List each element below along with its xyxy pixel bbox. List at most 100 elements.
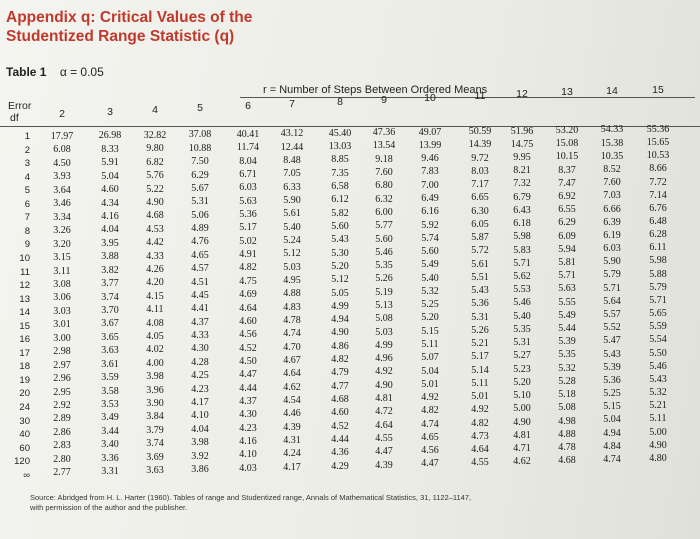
- table-cell: 4.62: [283, 381, 301, 393]
- table-cell: 4.72: [375, 406, 393, 418]
- table-cell: 4.94: [603, 427, 621, 439]
- table-cell: 4.82: [471, 417, 489, 429]
- table-cell: 4.69: [239, 289, 257, 301]
- table-cell: 7.05: [283, 168, 301, 180]
- table-cell: 2.95: [53, 386, 71, 398]
- table-cell: 5.59: [649, 321, 667, 333]
- table-cell: 4.91: [239, 249, 257, 261]
- table-cell: 6.76: [649, 202, 667, 214]
- row-df: 24: [19, 402, 30, 413]
- table-cell: 5.60: [421, 246, 439, 258]
- table-cell: 4.62: [513, 456, 531, 468]
- row-df: 17: [19, 347, 30, 359]
- table-cell: 8.33: [101, 143, 119, 155]
- table-cell: 4.05: [146, 330, 164, 342]
- table-cell: 3.53: [101, 399, 119, 410]
- table-number: Table 1: [6, 65, 47, 79]
- table-cell: 4.90: [513, 416, 531, 428]
- table-cell: 5.20: [421, 312, 439, 324]
- table-cell: 15.08: [555, 138, 579, 150]
- table-cell: 4.55: [471, 457, 489, 469]
- table-cell: 4.98: [558, 415, 576, 427]
- table-cell: 4.17: [283, 461, 301, 473]
- table-cell: 4.84: [603, 440, 621, 452]
- table-cell: 4.39: [283, 421, 301, 433]
- table-cell: 5.67: [191, 182, 209, 194]
- steps-header: r = Number of Steps Between Ordered Mean…: [263, 84, 488, 96]
- table-cell: 5.91: [101, 157, 119, 169]
- table-cell: 5.51: [471, 271, 489, 283]
- table-cell: 5.82: [331, 207, 349, 219]
- table-cell: 4.60: [101, 184, 119, 196]
- column-header: 12: [516, 88, 528, 100]
- table-cell: 4.86: [331, 340, 349, 352]
- table-cell: 5.04: [421, 365, 439, 377]
- table-cell: 5.72: [471, 245, 489, 257]
- table-cell: 4.29: [331, 460, 349, 472]
- table-cell: 5.50: [649, 347, 667, 359]
- title-line-1: Appendix q: Critical Values of the: [6, 9, 253, 26]
- table-cell: 6.92: [558, 190, 576, 202]
- table-cell: 8.52: [603, 163, 621, 175]
- table-cell: 6.29: [558, 217, 576, 229]
- column-header: 15: [652, 84, 664, 96]
- df-label: df: [10, 112, 19, 124]
- table-cell: 43.12: [280, 128, 304, 140]
- table-cell: 3.06: [53, 292, 71, 304]
- table-cell: 5.40: [421, 272, 439, 284]
- row-df: 18: [19, 361, 30, 373]
- table-cell: 4.33: [146, 250, 164, 262]
- row-df: 3: [24, 158, 30, 170]
- table-cell: 4.26: [146, 263, 164, 275]
- table-cell: 4.92: [421, 392, 439, 404]
- table-cell: 5.27: [513, 350, 531, 362]
- row-df: 30: [19, 415, 30, 427]
- table-cell: 8.37: [558, 164, 576, 176]
- column-header: 13: [561, 86, 573, 98]
- table-cell: 5.00: [513, 403, 531, 415]
- row-df: 12: [19, 280, 30, 292]
- table-cell: 4.25: [191, 370, 209, 382]
- table-cell: 8.48: [283, 154, 301, 166]
- table-cell: 6.55: [558, 204, 576, 216]
- table-cell: 2.83: [53, 440, 71, 452]
- table-cell: 5.04: [603, 414, 621, 426]
- table-cell: 5.98: [649, 255, 667, 267]
- table-cell: 3.90: [146, 398, 164, 410]
- table-cell: 40.41: [236, 128, 260, 140]
- table-cell: 5.63: [558, 283, 576, 295]
- table-cell: 5.24: [283, 234, 301, 246]
- table-cell: 14.75: [510, 138, 534, 150]
- table-cell: 5.15: [603, 401, 621, 413]
- table-cell: 4.80: [649, 452, 667, 464]
- table-cell: 5.12: [283, 248, 301, 260]
- table-cell: 3.74: [146, 438, 164, 450]
- column-header: 5: [197, 102, 203, 114]
- table-cell: 5.11: [649, 413, 667, 425]
- table-cell: 4.82: [421, 405, 439, 417]
- row-df: 20: [19, 388, 30, 400]
- table-cell: 14.39: [468, 139, 492, 151]
- error-df-header: Error df: [8, 100, 31, 124]
- table-cell: 4.11: [146, 304, 164, 316]
- column-header: 11: [474, 90, 486, 102]
- table-cell: 5.32: [421, 285, 439, 297]
- column-header: 14: [606, 85, 618, 97]
- table-cell: 5.13: [375, 299, 393, 311]
- table-cell: 4.60: [331, 407, 349, 419]
- table-cell: 5.46: [375, 246, 393, 258]
- table-cell: 5.11: [421, 338, 439, 350]
- table-cell: 5.32: [649, 387, 667, 399]
- table-cell: 8.21: [513, 165, 531, 177]
- table-cell: 3.11: [53, 265, 71, 277]
- table-cell: 5.46: [513, 297, 531, 309]
- table-cell: 7.14: [649, 189, 667, 201]
- table-cell: 5.53: [513, 284, 531, 296]
- table-cell: 2.98: [53, 346, 71, 358]
- table-cell: 3.58: [101, 385, 119, 397]
- table-cell: 45.40: [328, 127, 352, 139]
- table-cell: 5.20: [513, 376, 531, 388]
- table-cell: 7.03: [603, 190, 621, 202]
- column-header: 7: [289, 98, 295, 110]
- table-cell: 10.15: [555, 151, 579, 163]
